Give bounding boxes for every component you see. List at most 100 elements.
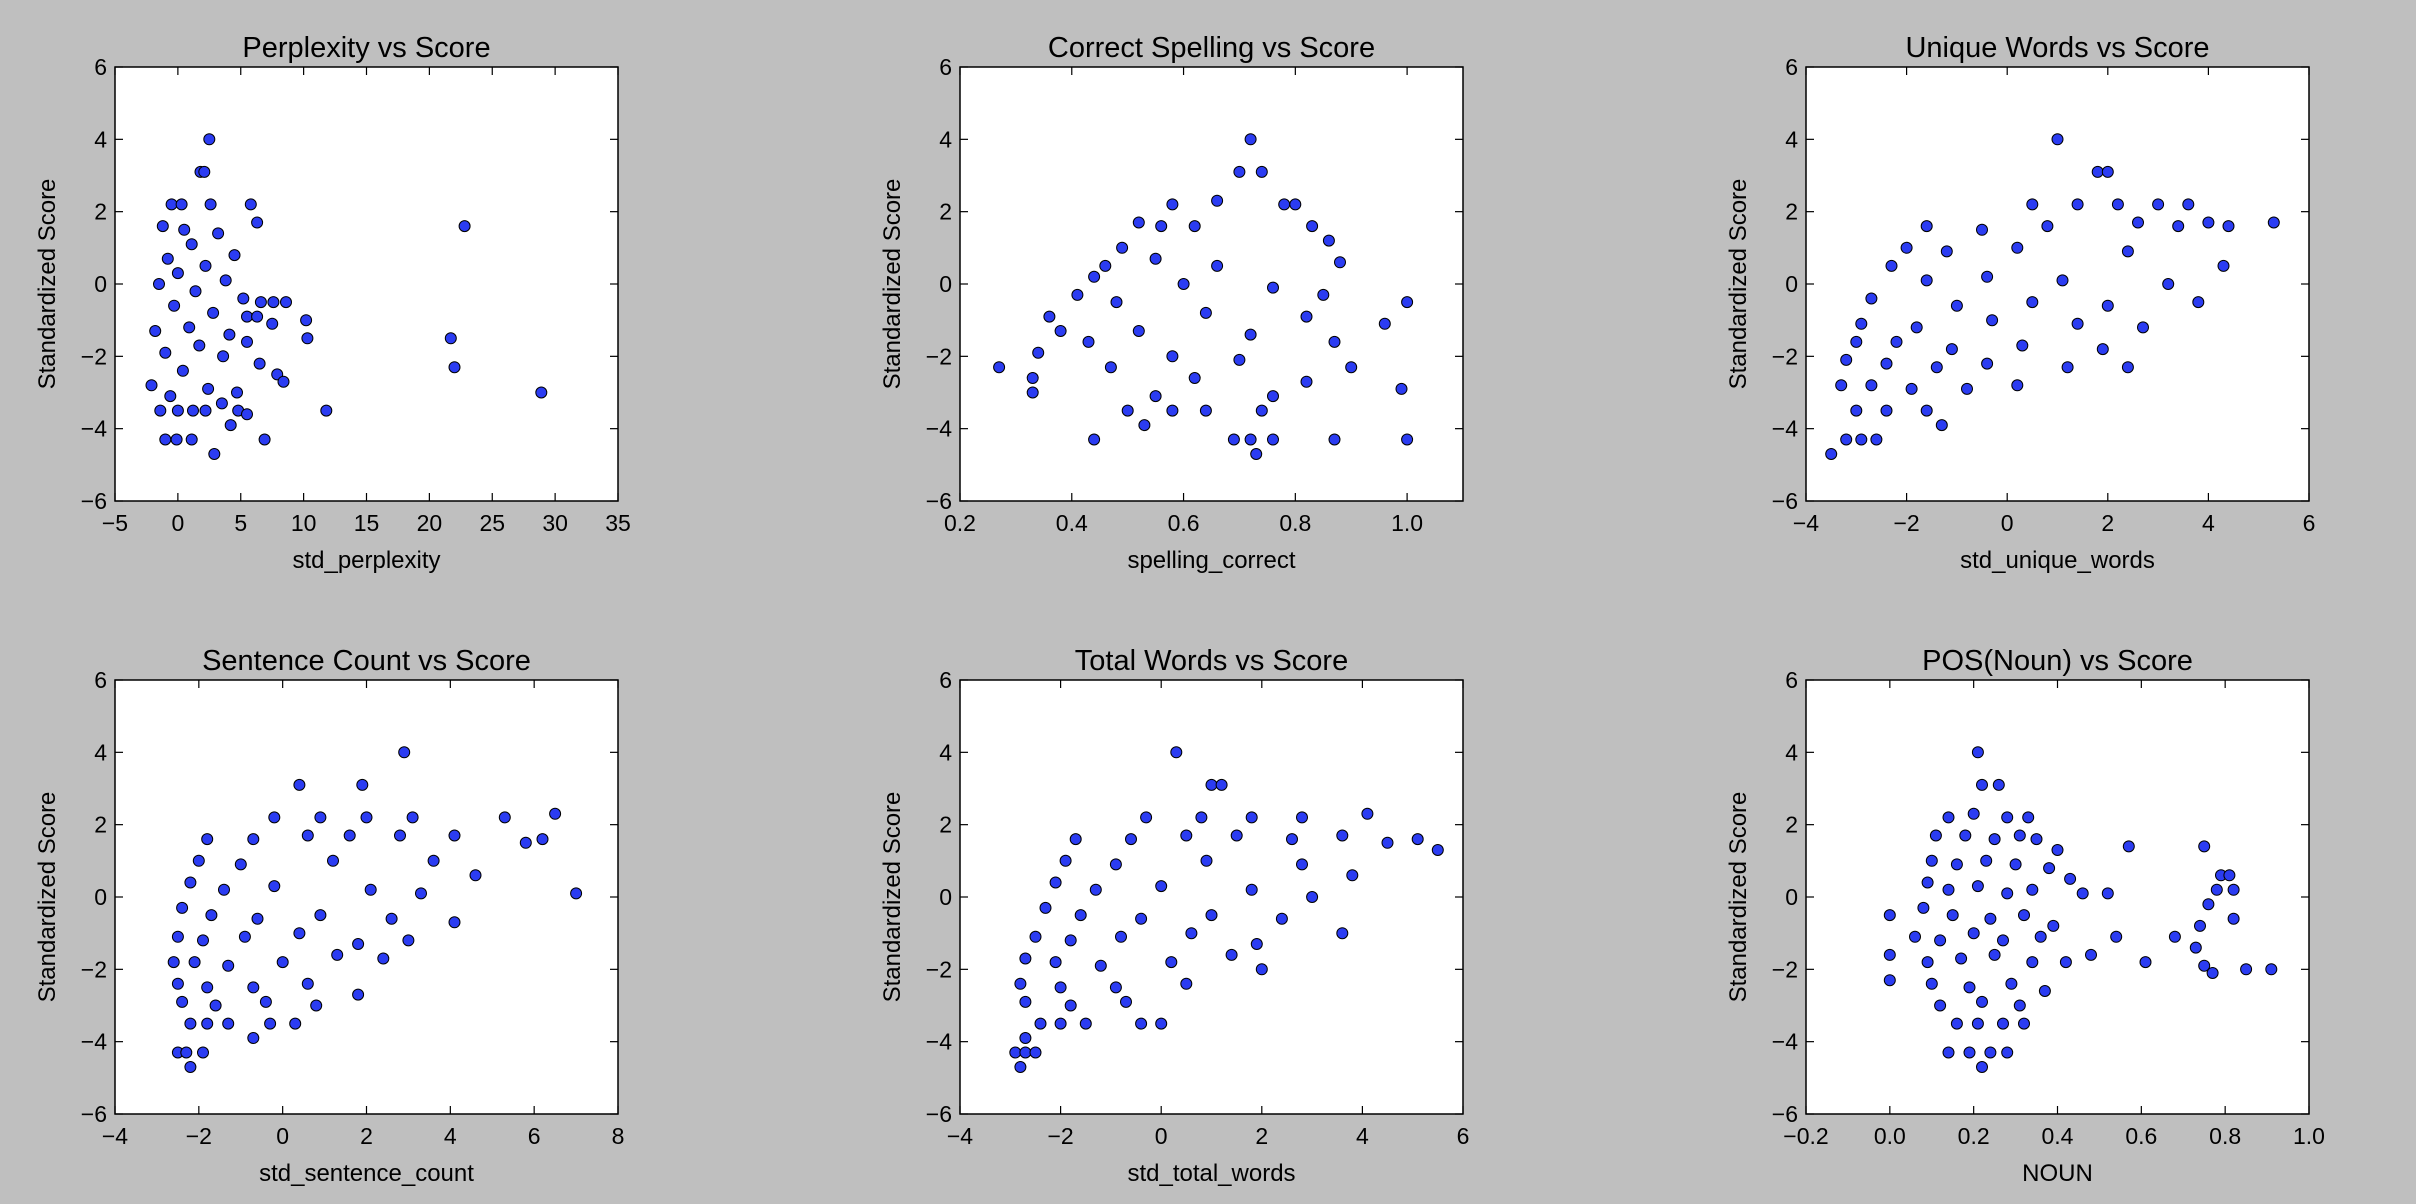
data-point: [1961, 382, 1973, 395]
data-point: [1988, 948, 2001, 961]
x-tick-label: −2: [1893, 510, 1919, 536]
data-point: [1935, 419, 1948, 432]
data-point: [1059, 854, 1072, 867]
data-point: [2001, 887, 2014, 900]
data-point: [1088, 433, 1101, 446]
data-point: [1945, 343, 1958, 356]
data-point: [1950, 858, 1963, 871]
x-tick-label: 0.2: [1958, 1123, 1990, 1149]
data-point: [2198, 840, 2211, 853]
data-point: [406, 811, 419, 824]
data-point: [1104, 361, 1117, 374]
x-tick-label: 0.6: [2125, 1123, 2157, 1149]
y-tick-label: 6: [1785, 54, 1798, 80]
data-point: [188, 956, 201, 969]
data-point: [398, 746, 411, 759]
data-point: [212, 227, 225, 240]
data-point: [268, 811, 281, 824]
data-point: [1244, 433, 1257, 446]
x-tick-label: −2: [1047, 1123, 1073, 1149]
data-point: [2005, 977, 2018, 990]
y-tick-label: 4: [94, 126, 107, 152]
data-point: [171, 267, 184, 280]
data-point: [1971, 1017, 1984, 1030]
data-point: [1967, 807, 1980, 820]
data-point: [519, 836, 532, 849]
data-point: [2217, 259, 2230, 272]
data-point: [1981, 357, 1994, 370]
data-point: [1336, 829, 1349, 842]
y-tick-label: 4: [1785, 126, 1798, 152]
data-point: [189, 285, 202, 298]
data-point: [205, 909, 218, 922]
data-point: [170, 433, 183, 446]
data-point: [251, 310, 264, 323]
data-point: [184, 1061, 197, 1073]
data-point: [2071, 317, 2084, 330]
data-point: [1250, 448, 1263, 460]
data-point: [238, 930, 251, 943]
data-point: [165, 198, 178, 211]
data-point: [1029, 1046, 1042, 1059]
x-tick-label: 0.4: [2042, 1123, 2074, 1149]
y-tick-label: 6: [939, 54, 952, 80]
data-point: [168, 299, 181, 312]
y-tick-label: −2: [81, 956, 107, 982]
x-tick-label: −2: [186, 1123, 212, 1149]
points: [145, 133, 548, 460]
data-point: [549, 807, 562, 820]
data-point: [1064, 934, 1077, 947]
data-point: [1334, 256, 1346, 269]
data-point: [2011, 379, 2024, 392]
data-point: [1942, 1046, 1955, 1059]
y-tick-label: −2: [926, 343, 952, 369]
y-tick-label: 6: [1785, 667, 1798, 693]
data-point: [1971, 880, 1984, 893]
y-tick-label: −4: [81, 1029, 107, 1055]
data-point: [1381, 836, 1394, 849]
data-point: [448, 829, 461, 842]
data-point: [1835, 379, 1848, 392]
data-point: [1905, 382, 1918, 395]
data-point: [1921, 876, 1934, 889]
data-point: [1267, 390, 1279, 403]
data-point: [2227, 912, 2240, 925]
data-point: [1963, 1046, 1976, 1059]
data-point: [1900, 241, 1913, 254]
y-tick-label: −6: [81, 488, 107, 514]
plot-area: [115, 67, 618, 501]
x-tick-label: 4: [2202, 510, 2215, 536]
data-point: [1185, 927, 1198, 940]
data-point: [1336, 927, 1349, 940]
data-point: [1300, 310, 1313, 323]
data-point: [2064, 872, 2077, 885]
data-point: [149, 325, 162, 337]
y-tick-label: 0: [1785, 271, 1798, 297]
data-point: [1233, 165, 1246, 178]
x-axis-label: spelling_correct: [1127, 547, 1295, 574]
data-point: [1132, 325, 1145, 337]
data-point: [277, 375, 290, 388]
data-point: [1116, 241, 1129, 254]
data-point: [2162, 278, 2175, 290]
data-point: [1054, 325, 1067, 337]
data-point: [498, 811, 511, 824]
data-point: [1034, 1017, 1047, 1030]
data-point: [1233, 353, 1246, 366]
points: [1009, 746, 1444, 1073]
x-tick-label: 15: [354, 510, 380, 536]
data-point: [1071, 288, 1084, 301]
y-tick-label: −2: [1772, 343, 1798, 369]
x-axis-label: std_sentence_count: [259, 1160, 474, 1187]
data-point: [1967, 927, 1980, 940]
data-point: [1411, 833, 1424, 846]
data-point: [1019, 995, 1032, 1008]
data-point: [202, 382, 215, 395]
data-point: [444, 332, 457, 345]
data-point: [1984, 912, 1997, 925]
data-point: [187, 404, 199, 417]
data-point: [2071, 198, 2084, 211]
data-point: [1149, 390, 1162, 403]
data-point: [197, 934, 209, 947]
data-point: [1850, 404, 1863, 417]
